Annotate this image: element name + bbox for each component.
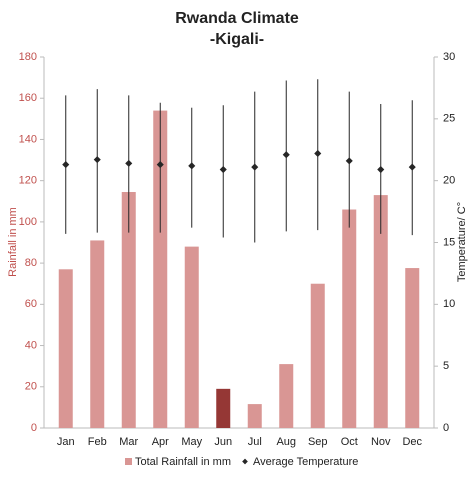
y2-tick-label: 25 [443,113,455,125]
y-tick-label: 120 [19,175,37,187]
x-tick-label: Jul [248,436,262,448]
x-tick-label: Aug [276,436,296,448]
x-tick-label: Jan [57,436,75,448]
bar [121,192,136,428]
y-tick-label: 180 [19,51,37,63]
bar [373,195,388,428]
y-tick-label: 40 [25,339,37,351]
temperature-point [219,166,227,174]
y-tick-label: 0 [31,422,37,434]
x-tick-label: May [181,436,202,448]
bar [342,209,357,428]
y-axis-title: Rainfall in mm [7,207,19,277]
legend-swatch [242,458,248,465]
bar [310,283,325,428]
temperature-point [345,157,353,165]
bar [247,404,262,428]
legend-label: Total Rainfall in mm [135,456,231,468]
y-tick-label: 160 [19,92,37,104]
y-tick-label: 80 [25,257,37,269]
chart-subtitle: -Kigali- [210,31,264,48]
y2-tick-label: 30 [443,51,455,63]
x-tick-label: Feb [88,436,107,448]
y-tick-label: 100 [19,216,37,228]
y2-tick-label: 5 [443,360,449,372]
bar [279,364,294,428]
temperature-point [408,163,416,171]
temperature-point [156,161,164,169]
temperature-point [62,161,70,169]
legend-swatch [125,458,132,465]
x-tick-label: Sep [308,436,328,448]
y-tick-label: 140 [19,133,37,145]
x-tick-label: Jun [214,436,232,448]
x-tick-label: Nov [371,436,391,448]
chart-title: Rwanda Climate [175,10,299,27]
bar [58,269,73,428]
x-tick-label: Mar [119,436,138,448]
y-tick-label: 20 [25,381,37,393]
temperature-point [93,156,101,164]
legend-label: Average Temperature [253,456,358,468]
x-tick-label: Apr [152,436,169,448]
y2-tick-label: 20 [443,175,455,187]
x-tick-label: Dec [402,436,422,448]
temperature-point [377,166,385,174]
bar [216,388,231,428]
bar [184,246,199,428]
y2-axis-title: Temperature/ C° [456,202,468,282]
temperature-point [251,163,259,171]
bar [90,240,105,428]
temperature-point [282,151,290,159]
x-tick-label: Oct [341,436,358,448]
y2-tick-label: 10 [443,298,455,310]
temperature-point [188,162,196,170]
y-tick-label: 60 [25,298,37,310]
y2-tick-label: 15 [443,236,455,248]
bar [153,110,168,428]
y2-tick-label: 0 [443,422,449,434]
bar [405,268,420,428]
temperature-point [125,159,133,167]
temperature-point [314,149,322,157]
